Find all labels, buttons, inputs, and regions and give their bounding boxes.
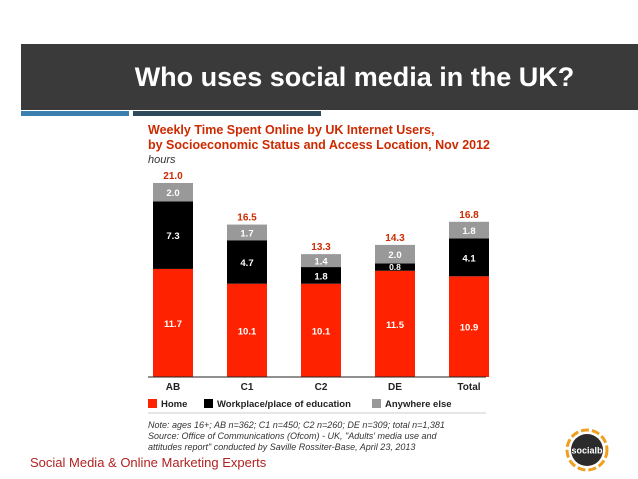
legend-label: Home	[161, 399, 187, 410]
bar-total-label: 13.3	[311, 242, 331, 253]
legend-label: Anywhere else	[385, 399, 452, 410]
x-tick-label: C2	[315, 382, 328, 393]
bar-value-label: 11.5	[386, 320, 405, 331]
x-tick-label: Total	[457, 382, 480, 393]
note-line-3: attitudes report" conducted by Saville R…	[148, 442, 415, 452]
stacked-bar-chart: Weekly Time Spent Online by UK Internet …	[144, 120, 496, 460]
bar-value-label: 7.3	[166, 231, 179, 242]
bar-value-label: 1.4	[314, 257, 328, 268]
footer-tagline: Social Media & Online Marketing Experts	[30, 455, 266, 470]
bar-total-label: 21.0	[163, 171, 183, 182]
bar-value-label: 4.1	[462, 253, 476, 264]
accent-bar-blue	[21, 111, 129, 116]
x-tick-label: AB	[166, 382, 180, 393]
bar-total-label: 16.8	[459, 210, 479, 221]
bar-total-label: 14.3	[385, 233, 405, 244]
x-tick-label: C1	[241, 382, 254, 393]
legend-swatch	[204, 399, 213, 408]
bar-value-label: 4.7	[240, 258, 253, 269]
legend-swatch	[372, 399, 381, 408]
svg-text:socialb: socialb	[571, 446, 603, 456]
accent-bar-dark	[133, 111, 321, 116]
bar-value-label: 10.1	[312, 326, 331, 337]
bar-value-label: 11.7	[164, 319, 182, 330]
bar-value-label: 2.0	[166, 188, 179, 199]
slide-title: Who uses social media in the UK?	[21, 44, 638, 110]
bar-value-label: 2.0	[388, 250, 401, 261]
legend-label: Workplace/place of education	[217, 399, 351, 410]
note-line-1: Note: ages 16+; AB n=362; C1 n=450; C2 n…	[148, 420, 445, 430]
legend-swatch	[148, 399, 157, 408]
title-bar: Who uses social media in the UK?	[21, 44, 638, 110]
x-tick-label: DE	[388, 382, 402, 393]
chart-title-line-1: Weekly Time Spent Online by UK Internet …	[148, 123, 434, 137]
bar-value-label: 1.8	[314, 271, 327, 282]
bar-value-label: 1.8	[462, 226, 475, 237]
bar-total-label: 16.5	[237, 213, 257, 224]
bar-value-label: 1.7	[240, 228, 253, 239]
note-line-2: Source: Office of Communications (Ofcom)…	[148, 431, 438, 441]
bar-value-label: 10.1	[238, 326, 257, 337]
chart-title-line-2: by Socioeconomic Status and Access Locat…	[148, 138, 490, 152]
socialb-logo: socialb	[565, 428, 609, 472]
chart-subtitle: hours	[148, 154, 176, 166]
bar-value-label: 10.9	[460, 323, 479, 334]
chart-image: Weekly Time Spent Online by UK Internet …	[144, 120, 496, 460]
